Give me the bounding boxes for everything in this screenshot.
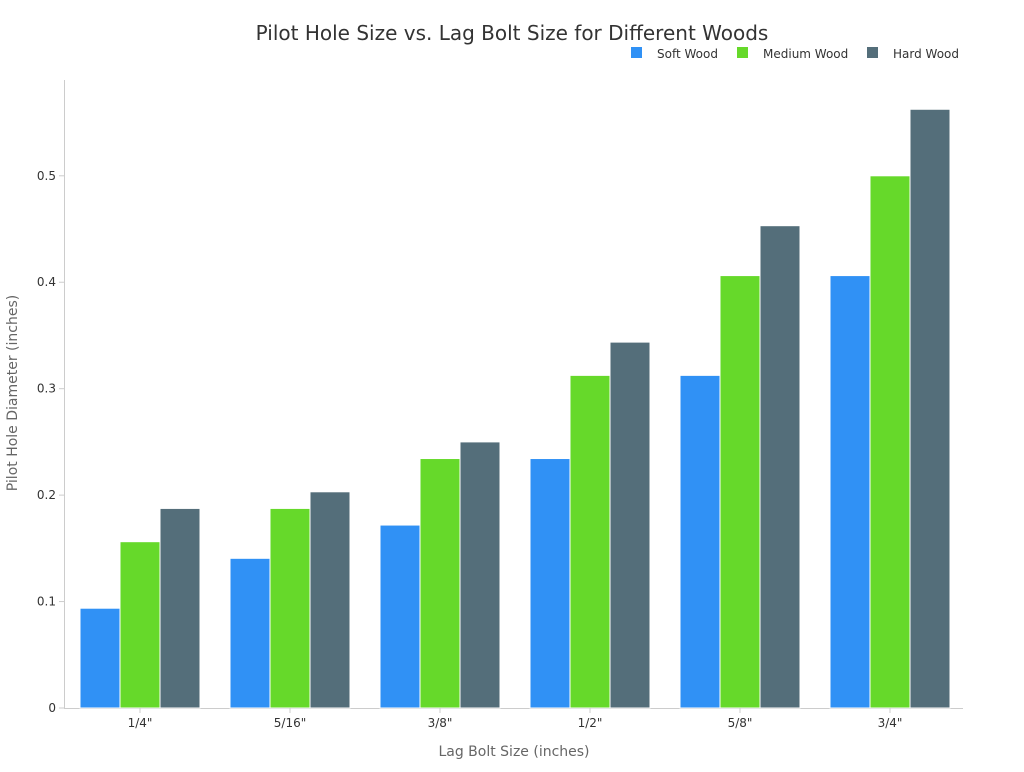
bar-medium-wood — [719, 275, 761, 709]
legend-swatch — [867, 47, 878, 58]
y-tick-label: 0.3 — [37, 382, 56, 396]
legend-label: Medium Wood — [763, 47, 848, 61]
y-tick-label: 0 — [48, 701, 56, 715]
y-tick-label: 0.4 — [37, 275, 56, 289]
x-tick-label: 5/8" — [728, 716, 753, 730]
chart-title: Pilot Hole Size vs. Lag Bolt Size for Di… — [256, 21, 769, 45]
bar-hard-wood — [159, 507, 201, 709]
bar-medium-wood — [119, 541, 161, 709]
x-axis-label: Lag Bolt Size (inches) — [438, 744, 589, 760]
bar-soft-wood — [679, 374, 721, 709]
bar-soft-wood — [529, 458, 571, 709]
y-axis-label: Pilot Hole Diameter (inches) — [5, 295, 21, 491]
legend-label: Hard Wood — [893, 47, 959, 61]
bar-medium-wood — [419, 458, 461, 709]
y-tick-label: 0.2 — [37, 488, 56, 502]
bar-soft-wood — [229, 557, 271, 709]
bar-medium-wood — [869, 175, 911, 709]
x-tick-label: 1/2" — [578, 716, 603, 730]
x-tick-label: 3/4" — [878, 716, 903, 730]
bar-hard-wood — [909, 108, 951, 709]
bar-hard-wood — [609, 341, 651, 709]
legend-label: Soft Wood — [657, 47, 718, 61]
bar-hard-wood — [759, 225, 801, 709]
bar-soft-wood — [79, 607, 121, 709]
x-tick-label: 3/8" — [428, 716, 453, 730]
bar-hard-wood — [459, 441, 501, 709]
legend-swatch — [631, 47, 642, 58]
y-tick-label: 0.1 — [37, 595, 56, 609]
bar-soft-wood — [829, 275, 871, 709]
legend-swatch — [737, 47, 748, 58]
x-tick-label: 1/4" — [128, 716, 153, 730]
y-tick-label: 0.5 — [37, 169, 56, 183]
x-tick-label: 5/16" — [274, 716, 306, 730]
bar-soft-wood — [379, 524, 421, 709]
bar-medium-wood — [269, 507, 311, 709]
bar-medium-wood — [569, 374, 611, 709]
bar-hard-wood — [309, 491, 351, 709]
